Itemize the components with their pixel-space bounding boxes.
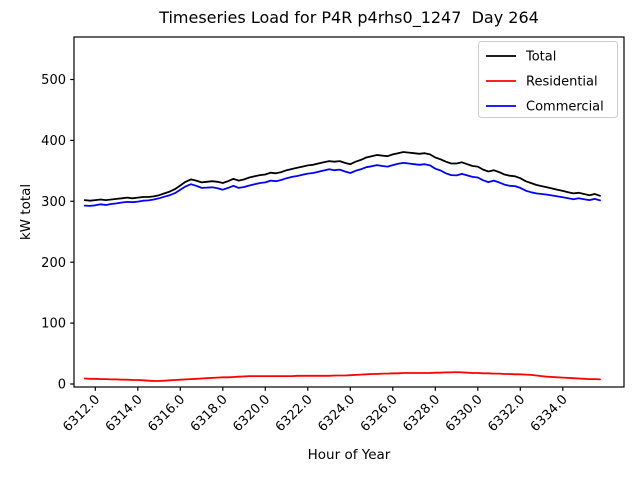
legend: Total Residential Commercial — [478, 41, 618, 118]
legend-box — [478, 41, 618, 118]
chart-title: Timeseries Load for P4R p4rhs0_1247 Day … — [159, 8, 539, 27]
legend-label: Residential — [526, 75, 598, 90]
series-line-commercial — [83, 161, 601, 207]
axes-spines — [73, 36, 625, 388]
x-tick-label: 6326.0 — [358, 392, 401, 435]
y-axis-label: kW total — [18, 184, 34, 240]
x-tick-label: 6328.0 — [400, 392, 443, 435]
y-tick-label: 0 — [58, 378, 66, 393]
x-tick-label: 6316.0 — [145, 392, 188, 435]
x-tick-label: 6318.0 — [188, 392, 231, 435]
x-axis-label: Hour of Year — [307, 447, 391, 463]
y-tick-label: 100 — [41, 317, 66, 332]
x-tick-label: 6322.0 — [273, 392, 316, 435]
x-tick-label: 6312.0 — [60, 392, 103, 435]
x-tick-label: 6324.0 — [315, 392, 358, 435]
series-line-residential — [83, 371, 601, 382]
y-tick-label: 500 — [41, 73, 66, 88]
legend-label: Total — [525, 50, 556, 65]
x-tick-label: 6314.0 — [103, 392, 146, 435]
legend-label: Commercial — [526, 100, 604, 115]
x-tick-label: 6320.0 — [230, 392, 273, 435]
y-tick-label: 400 — [41, 134, 66, 149]
x-tick-label: 6330.0 — [443, 392, 486, 435]
y-tick-label: 200 — [41, 256, 66, 271]
x-tick-label: 6332.0 — [485, 392, 528, 435]
y-tick-label: 300 — [41, 195, 66, 210]
series-line-total — [83, 151, 601, 202]
x-tick-label: 6334.0 — [528, 392, 571, 435]
